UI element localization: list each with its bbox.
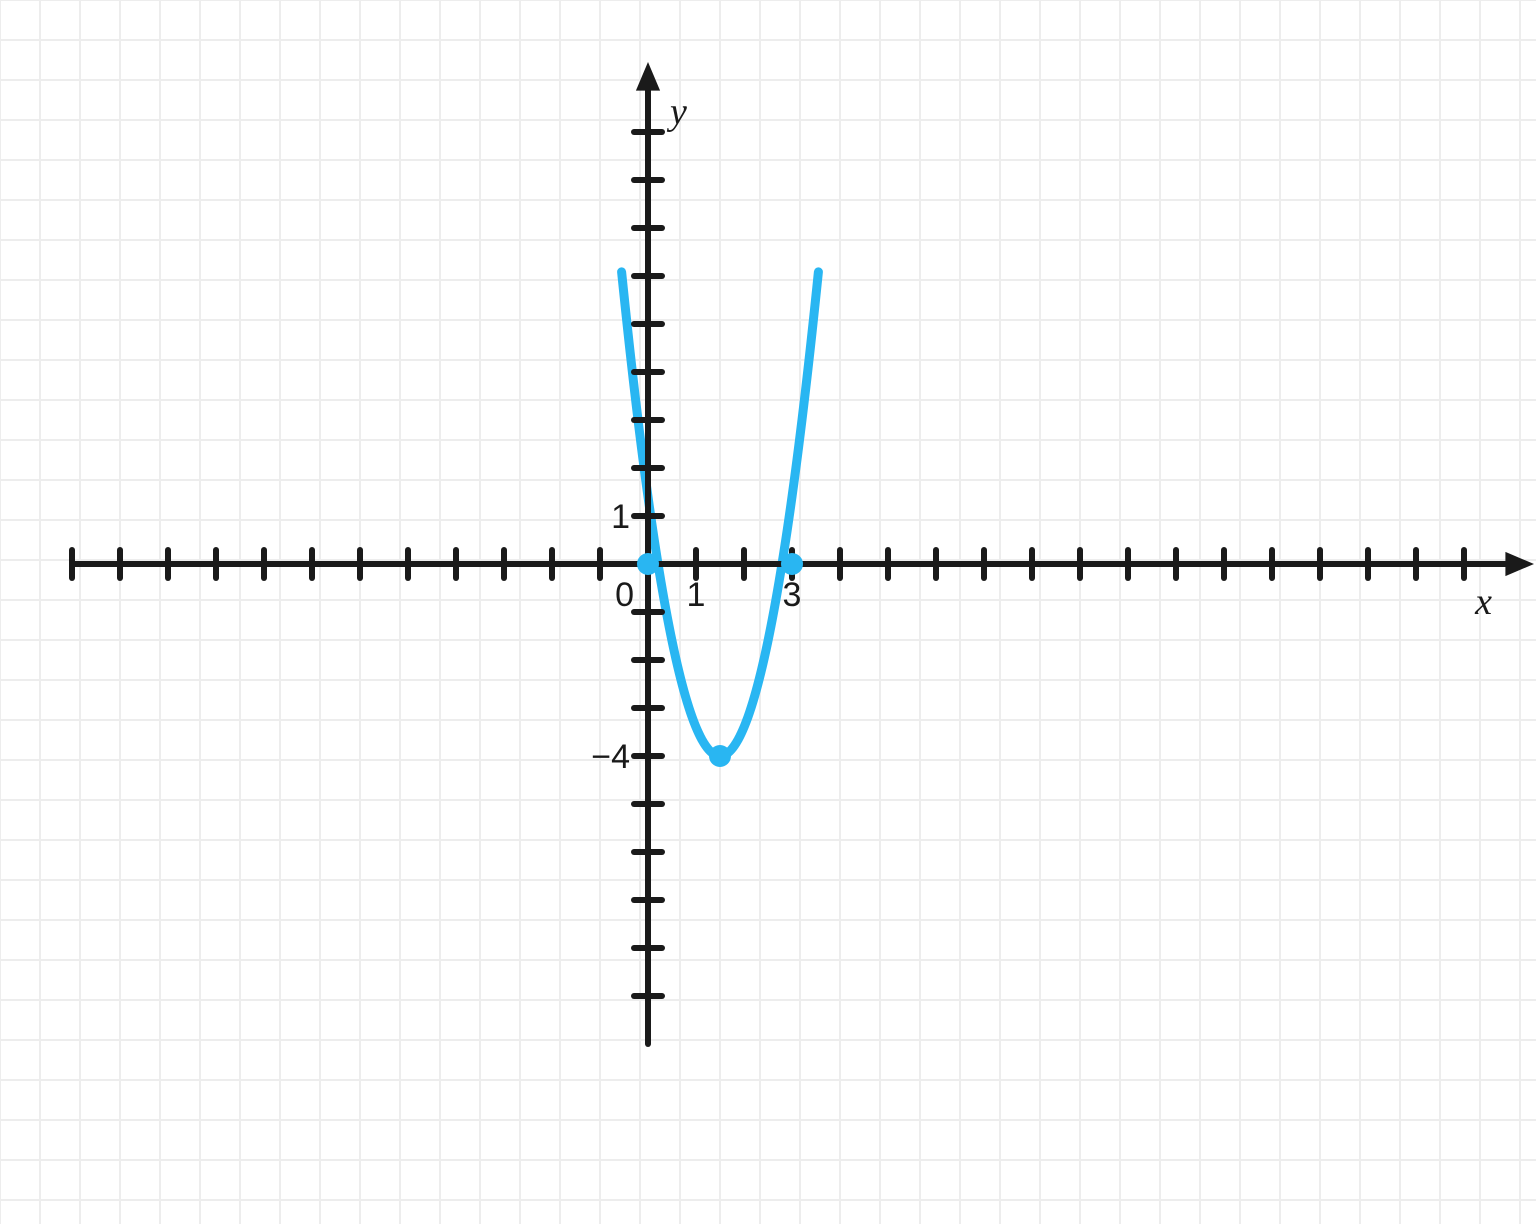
parabola-chart: 0 1 3 1 −4 x y [0,0,1536,1224]
chart-svg: 0 1 3 1 −4 x y [0,0,1536,1224]
tick-label: 1 [687,576,706,614]
tick-label: 3 [783,576,802,614]
x-axis-label: x [1474,581,1492,623]
point-marker [637,553,659,575]
tick-label: 1 [611,498,630,536]
tick-label: 0 [615,576,634,614]
point-marker [781,553,803,575]
y-axis-label: y [666,91,687,133]
tick-label: −4 [591,738,630,776]
point-marker [709,745,731,767]
